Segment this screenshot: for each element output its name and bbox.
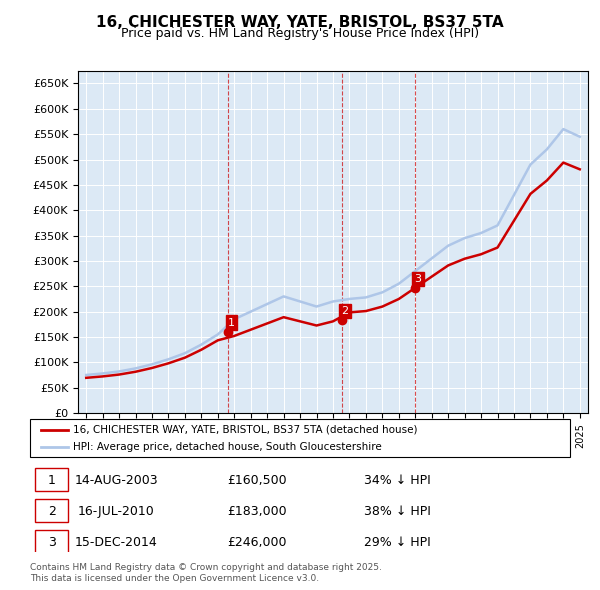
FancyBboxPatch shape xyxy=(35,530,68,553)
Text: 3: 3 xyxy=(415,274,421,284)
Text: 2: 2 xyxy=(47,505,56,518)
Text: 16, CHICHESTER WAY, YATE, BRISTOL, BS37 5TA: 16, CHICHESTER WAY, YATE, BRISTOL, BS37 … xyxy=(96,15,504,30)
Text: 2: 2 xyxy=(341,306,349,316)
Text: Price paid vs. HM Land Registry's House Price Index (HPI): Price paid vs. HM Land Registry's House … xyxy=(121,27,479,40)
Text: 1: 1 xyxy=(47,474,56,487)
Text: Contains HM Land Registry data © Crown copyright and database right 2025.
This d: Contains HM Land Registry data © Crown c… xyxy=(30,563,382,583)
FancyBboxPatch shape xyxy=(30,419,570,457)
Text: 16, CHICHESTER WAY, YATE, BRISTOL, BS37 5TA (detached house): 16, CHICHESTER WAY, YATE, BRISTOL, BS37 … xyxy=(73,425,418,435)
Text: £160,500: £160,500 xyxy=(227,474,287,487)
Text: 34% ↓ HPI: 34% ↓ HPI xyxy=(364,474,431,487)
Text: 16-JUL-2010: 16-JUL-2010 xyxy=(78,505,155,518)
FancyBboxPatch shape xyxy=(35,467,68,491)
FancyBboxPatch shape xyxy=(35,499,68,522)
Text: 1: 1 xyxy=(228,317,235,327)
Text: £246,000: £246,000 xyxy=(227,536,287,549)
Text: 3: 3 xyxy=(47,536,56,549)
Text: HPI: Average price, detached house, South Gloucestershire: HPI: Average price, detached house, Sout… xyxy=(73,441,382,451)
Text: 14-AUG-2003: 14-AUG-2003 xyxy=(74,474,158,487)
Text: 15-DEC-2014: 15-DEC-2014 xyxy=(75,536,158,549)
Text: 38% ↓ HPI: 38% ↓ HPI xyxy=(364,505,431,518)
Text: 29% ↓ HPI: 29% ↓ HPI xyxy=(364,536,431,549)
Text: £183,000: £183,000 xyxy=(227,505,287,518)
